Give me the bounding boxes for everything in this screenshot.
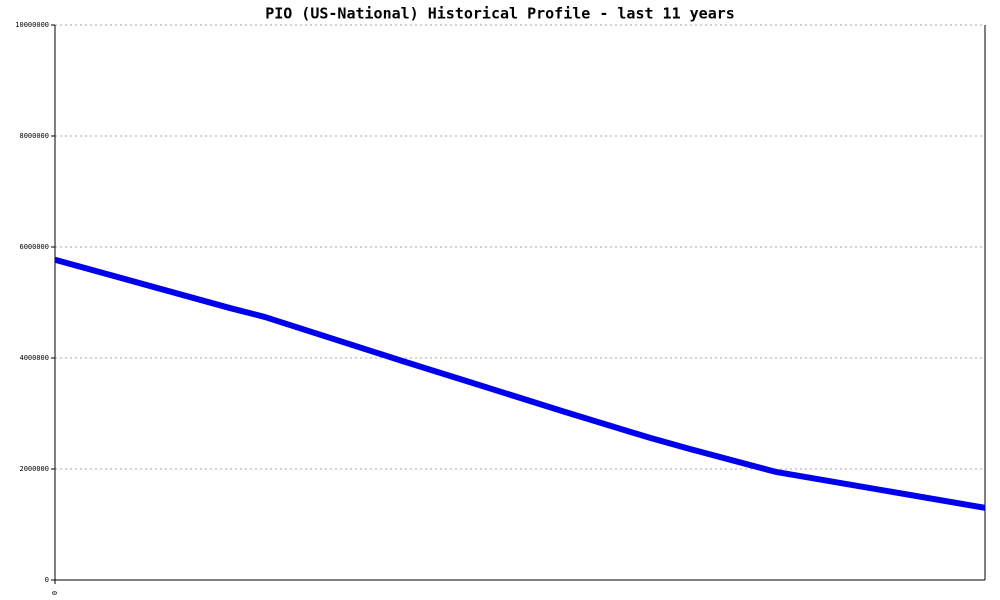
y-tick-label: 6000000 [19,243,49,251]
y-tick-label: 2000000 [19,465,49,473]
y-tick-label: 4000000 [19,354,49,362]
y-tick-label: 0 [45,576,49,584]
chart-title: PIO (US-National) Historical Profile - l… [265,5,735,23]
y-tick-label: 10000000 [15,21,49,29]
data-line [54,256,986,511]
x-tick-label: 0 [51,591,59,595]
y-tick-label: 8000000 [19,132,49,140]
